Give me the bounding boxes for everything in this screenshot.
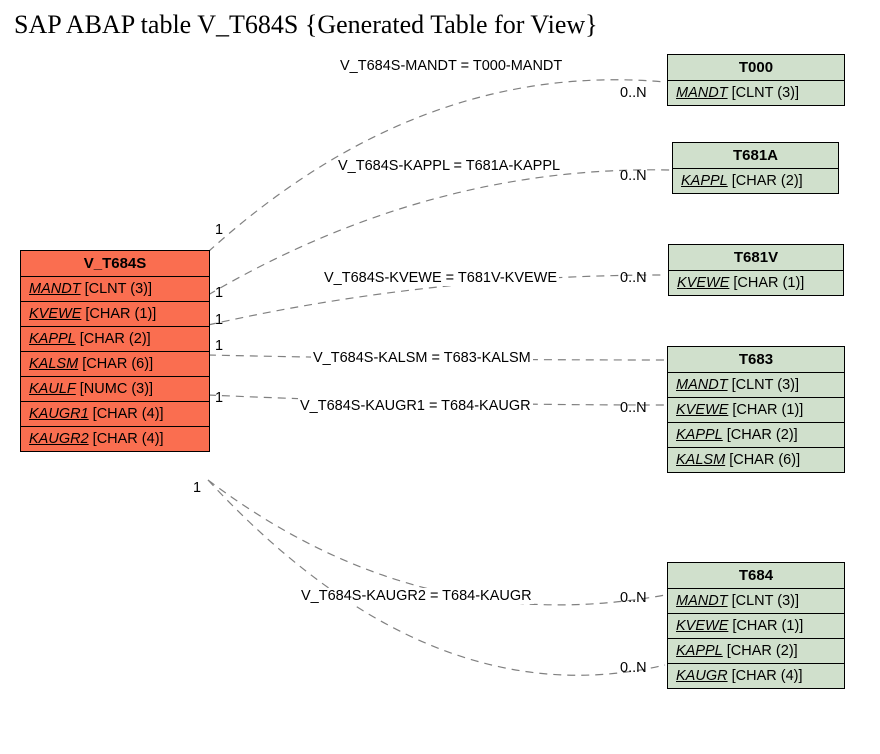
table-header: T000 — [668, 55, 844, 81]
table-field: KVEWE [CHAR (1)] — [21, 302, 209, 327]
table-header: V_T684S — [21, 251, 209, 277]
edge-label: V_T684S-KAPPL = T681A-KAPPL — [336, 158, 562, 174]
table-T000: T000MANDT [CLNT (3)] — [667, 54, 845, 106]
table-field: KALSM [CHAR (6)] — [668, 448, 844, 472]
cardinality-source: 1 — [215, 285, 223, 301]
table-T681A: T681AKAPPL [CHAR (2)] — [672, 142, 839, 194]
cardinality-target: 0..N — [620, 590, 647, 606]
cardinality-source: 1 — [215, 222, 223, 238]
cardinality-source: 1 — [215, 390, 223, 406]
table-field: MANDT [CLNT (3)] — [668, 373, 844, 398]
table-header: T681A — [673, 143, 838, 169]
table-T683: T683MANDT [CLNT (3)]KVEWE [CHAR (1)]KAPP… — [667, 346, 845, 473]
table-field: KAUGR1 [CHAR (4)] — [21, 402, 209, 427]
cardinality-target: 0..N — [620, 168, 647, 184]
cardinality-source: 1 — [193, 480, 201, 496]
table-header: T683 — [668, 347, 844, 373]
table-field: KVEWE [CHAR (1)] — [669, 271, 843, 295]
table-field: MANDT [CLNT (3)] — [668, 81, 844, 105]
table-field: KAUGR2 [CHAR (4)] — [21, 427, 209, 451]
table-field: MANDT [CLNT (3)] — [668, 589, 844, 614]
table-field: KALSM [CHAR (6)] — [21, 352, 209, 377]
table-V_T684S: V_T684SMANDT [CLNT (3)]KVEWE [CHAR (1)]K… — [20, 250, 210, 452]
table-field: KAULF [NUMC (3)] — [21, 377, 209, 402]
page-title: SAP ABAP table V_T684S {Generated Table … — [14, 10, 598, 40]
table-header: T684 — [668, 563, 844, 589]
edge-label: V_T684S-KVEWE = T681V-KVEWE — [322, 270, 559, 286]
table-field: KAUGR [CHAR (4)] — [668, 664, 844, 688]
cardinality-target: 0..N — [620, 85, 647, 101]
cardinality-source: 1 — [215, 338, 223, 354]
table-field: KAPPL [CHAR (2)] — [668, 423, 844, 448]
table-field: KVEWE [CHAR (1)] — [668, 398, 844, 423]
table-T681V: T681VKVEWE [CHAR (1)] — [668, 244, 844, 296]
edge-label: V_T684S-MANDT = T000-MANDT — [338, 58, 564, 74]
cardinality-source: 1 — [215, 312, 223, 328]
table-field: KAPPL [CHAR (2)] — [673, 169, 838, 193]
table-field: KVEWE [CHAR (1)] — [668, 614, 844, 639]
table-header: T681V — [669, 245, 843, 271]
table-field: MANDT [CLNT (3)] — [21, 277, 209, 302]
edge-label: V_T684S-KALSM = T683-KALSM — [311, 350, 533, 366]
cardinality-target: 0..N — [620, 400, 647, 416]
cardinality-target: 0..N — [620, 270, 647, 286]
table-field: KAPPL [CHAR (2)] — [668, 639, 844, 664]
table-T684: T684MANDT [CLNT (3)]KVEWE [CHAR (1)]KAPP… — [667, 562, 845, 689]
cardinality-target: 0..N — [620, 660, 647, 676]
edge-label: V_T684S-KAUGR2 = T684-KAUGR — [299, 588, 534, 604]
table-field: KAPPL [CHAR (2)] — [21, 327, 209, 352]
edge-label: V_T684S-KAUGR1 = T684-KAUGR — [298, 398, 533, 414]
